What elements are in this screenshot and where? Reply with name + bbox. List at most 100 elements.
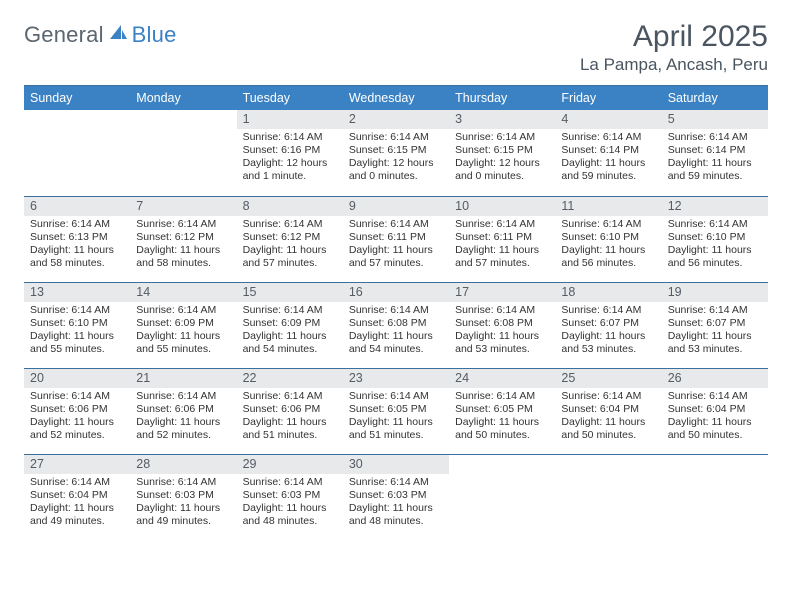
day-number: 15 bbox=[237, 283, 343, 302]
sunrise-text: Sunrise: 6:14 AM bbox=[30, 218, 124, 231]
calendar-day-cell: 19Sunrise: 6:14 AMSunset: 6:07 PMDayligh… bbox=[662, 282, 768, 368]
calendar-day-cell: 11Sunrise: 6:14 AMSunset: 6:10 PMDayligh… bbox=[555, 196, 661, 282]
day-details: Sunrise: 6:14 AMSunset: 6:12 PMDaylight:… bbox=[130, 216, 236, 275]
daylight-text: Daylight: 11 hours and 49 minutes. bbox=[136, 502, 230, 528]
page-header: General Blue April 2025 La Pampa, Ancash… bbox=[24, 20, 768, 75]
sunrise-text: Sunrise: 6:14 AM bbox=[136, 390, 230, 403]
day-details: Sunrise: 6:14 AMSunset: 6:12 PMDaylight:… bbox=[237, 216, 343, 275]
calendar-day-cell: 21Sunrise: 6:14 AMSunset: 6:06 PMDayligh… bbox=[130, 368, 236, 454]
daylight-text: Daylight: 12 hours and 0 minutes. bbox=[455, 157, 549, 183]
sunrise-text: Sunrise: 6:14 AM bbox=[455, 218, 549, 231]
calendar-day-cell: 4Sunrise: 6:14 AMSunset: 6:14 PMDaylight… bbox=[555, 110, 661, 196]
day-number: 14 bbox=[130, 283, 236, 302]
dow-sunday: Sunday bbox=[24, 86, 130, 111]
daylight-text: Daylight: 11 hours and 50 minutes. bbox=[455, 416, 549, 442]
sunset-text: Sunset: 6:03 PM bbox=[349, 489, 443, 502]
sunset-text: Sunset: 6:04 PM bbox=[30, 489, 124, 502]
sunset-text: Sunset: 6:14 PM bbox=[561, 144, 655, 157]
daylight-text: Daylight: 11 hours and 55 minutes. bbox=[30, 330, 124, 356]
day-number: 10 bbox=[449, 197, 555, 216]
day-details: Sunrise: 6:14 AMSunset: 6:08 PMDaylight:… bbox=[449, 302, 555, 361]
day-details: Sunrise: 6:14 AMSunset: 6:06 PMDaylight:… bbox=[24, 388, 130, 447]
daylight-text: Daylight: 11 hours and 49 minutes. bbox=[30, 502, 124, 528]
sunset-text: Sunset: 6:06 PM bbox=[30, 403, 124, 416]
day-number: 16 bbox=[343, 283, 449, 302]
sunrise-text: Sunrise: 6:14 AM bbox=[561, 131, 655, 144]
calendar-week-row: 1Sunrise: 6:14 AMSunset: 6:16 PMDaylight… bbox=[24, 110, 768, 196]
day-number: 28 bbox=[130, 455, 236, 474]
calendar-day-cell: 7Sunrise: 6:14 AMSunset: 6:12 PMDaylight… bbox=[130, 196, 236, 282]
sunset-text: Sunset: 6:07 PM bbox=[561, 317, 655, 330]
day-number: 27 bbox=[24, 455, 130, 474]
day-number: 12 bbox=[662, 197, 768, 216]
day-details: Sunrise: 6:14 AMSunset: 6:06 PMDaylight:… bbox=[130, 388, 236, 447]
calendar-day-cell: 30Sunrise: 6:14 AMSunset: 6:03 PMDayligh… bbox=[343, 454, 449, 540]
day-number: 3 bbox=[449, 110, 555, 129]
sunrise-text: Sunrise: 6:14 AM bbox=[561, 390, 655, 403]
sunrise-text: Sunrise: 6:14 AM bbox=[243, 304, 337, 317]
day-details: Sunrise: 6:14 AMSunset: 6:14 PMDaylight:… bbox=[662, 129, 768, 188]
calendar-day-cell bbox=[130, 110, 236, 196]
daylight-text: Daylight: 11 hours and 58 minutes. bbox=[30, 244, 124, 270]
calendar-day-cell: 24Sunrise: 6:14 AMSunset: 6:05 PMDayligh… bbox=[449, 368, 555, 454]
day-details: Sunrise: 6:14 AMSunset: 6:04 PMDaylight:… bbox=[555, 388, 661, 447]
day-number: 17 bbox=[449, 283, 555, 302]
calendar-day-cell bbox=[449, 454, 555, 540]
sunset-text: Sunset: 6:06 PM bbox=[243, 403, 337, 416]
day-number: 2 bbox=[343, 110, 449, 129]
sunrise-text: Sunrise: 6:14 AM bbox=[243, 390, 337, 403]
calendar-day-cell bbox=[555, 454, 661, 540]
sunrise-text: Sunrise: 6:14 AM bbox=[668, 304, 762, 317]
day-details: Sunrise: 6:14 AMSunset: 6:10 PMDaylight:… bbox=[662, 216, 768, 275]
day-number: 22 bbox=[237, 369, 343, 388]
day-details: Sunrise: 6:14 AMSunset: 6:13 PMDaylight:… bbox=[24, 216, 130, 275]
day-details: Sunrise: 6:14 AMSunset: 6:11 PMDaylight:… bbox=[449, 216, 555, 275]
sail-icon bbox=[108, 24, 128, 47]
calendar-body: 1Sunrise: 6:14 AMSunset: 6:16 PMDaylight… bbox=[24, 110, 768, 540]
sunset-text: Sunset: 6:12 PM bbox=[243, 231, 337, 244]
logo-word-2: Blue bbox=[132, 22, 177, 48]
daylight-text: Daylight: 11 hours and 57 minutes. bbox=[455, 244, 549, 270]
calendar-day-cell: 18Sunrise: 6:14 AMSunset: 6:07 PMDayligh… bbox=[555, 282, 661, 368]
sunrise-text: Sunrise: 6:14 AM bbox=[136, 476, 230, 489]
dow-monday: Monday bbox=[130, 86, 236, 111]
day-details: Sunrise: 6:14 AMSunset: 6:15 PMDaylight:… bbox=[343, 129, 449, 188]
day-details: Sunrise: 6:14 AMSunset: 6:08 PMDaylight:… bbox=[343, 302, 449, 361]
day-details: Sunrise: 6:14 AMSunset: 6:04 PMDaylight:… bbox=[662, 388, 768, 447]
day-details: Sunrise: 6:14 AMSunset: 6:09 PMDaylight:… bbox=[237, 302, 343, 361]
sunrise-text: Sunrise: 6:14 AM bbox=[668, 390, 762, 403]
sunrise-text: Sunrise: 6:14 AM bbox=[30, 390, 124, 403]
day-details: Sunrise: 6:14 AMSunset: 6:04 PMDaylight:… bbox=[24, 474, 130, 533]
calendar-day-cell: 10Sunrise: 6:14 AMSunset: 6:11 PMDayligh… bbox=[449, 196, 555, 282]
sunrise-text: Sunrise: 6:14 AM bbox=[455, 390, 549, 403]
calendar-day-cell: 6Sunrise: 6:14 AMSunset: 6:13 PMDaylight… bbox=[24, 196, 130, 282]
day-details: Sunrise: 6:14 AMSunset: 6:09 PMDaylight:… bbox=[130, 302, 236, 361]
calendar-day-cell: 15Sunrise: 6:14 AMSunset: 6:09 PMDayligh… bbox=[237, 282, 343, 368]
calendar-day-cell: 3Sunrise: 6:14 AMSunset: 6:15 PMDaylight… bbox=[449, 110, 555, 196]
calendar-day-cell: 12Sunrise: 6:14 AMSunset: 6:10 PMDayligh… bbox=[662, 196, 768, 282]
day-number: 21 bbox=[130, 369, 236, 388]
day-number: 23 bbox=[343, 369, 449, 388]
daylight-text: Daylight: 11 hours and 56 minutes. bbox=[668, 244, 762, 270]
sunrise-text: Sunrise: 6:14 AM bbox=[349, 131, 443, 144]
calendar-week-row: 6Sunrise: 6:14 AMSunset: 6:13 PMDaylight… bbox=[24, 196, 768, 282]
sunrise-text: Sunrise: 6:14 AM bbox=[668, 131, 762, 144]
day-number: 26 bbox=[662, 369, 768, 388]
sunset-text: Sunset: 6:11 PM bbox=[455, 231, 549, 244]
day-number: 8 bbox=[237, 197, 343, 216]
day-details: Sunrise: 6:14 AMSunset: 6:10 PMDaylight:… bbox=[24, 302, 130, 361]
calendar-week-row: 27Sunrise: 6:14 AMSunset: 6:04 PMDayligh… bbox=[24, 454, 768, 540]
sunset-text: Sunset: 6:15 PM bbox=[349, 144, 443, 157]
sunset-text: Sunset: 6:03 PM bbox=[243, 489, 337, 502]
day-details: Sunrise: 6:14 AMSunset: 6:06 PMDaylight:… bbox=[237, 388, 343, 447]
calendar-day-cell: 8Sunrise: 6:14 AMSunset: 6:12 PMDaylight… bbox=[237, 196, 343, 282]
sunset-text: Sunset: 6:10 PM bbox=[561, 231, 655, 244]
day-details: Sunrise: 6:14 AMSunset: 6:15 PMDaylight:… bbox=[449, 129, 555, 188]
sunset-text: Sunset: 6:13 PM bbox=[30, 231, 124, 244]
daylight-text: Daylight: 11 hours and 48 minutes. bbox=[243, 502, 337, 528]
day-details: Sunrise: 6:14 AMSunset: 6:16 PMDaylight:… bbox=[237, 129, 343, 188]
day-number: 25 bbox=[555, 369, 661, 388]
sunrise-text: Sunrise: 6:14 AM bbox=[668, 218, 762, 231]
sunrise-text: Sunrise: 6:14 AM bbox=[349, 304, 443, 317]
sunrise-text: Sunrise: 6:14 AM bbox=[349, 218, 443, 231]
